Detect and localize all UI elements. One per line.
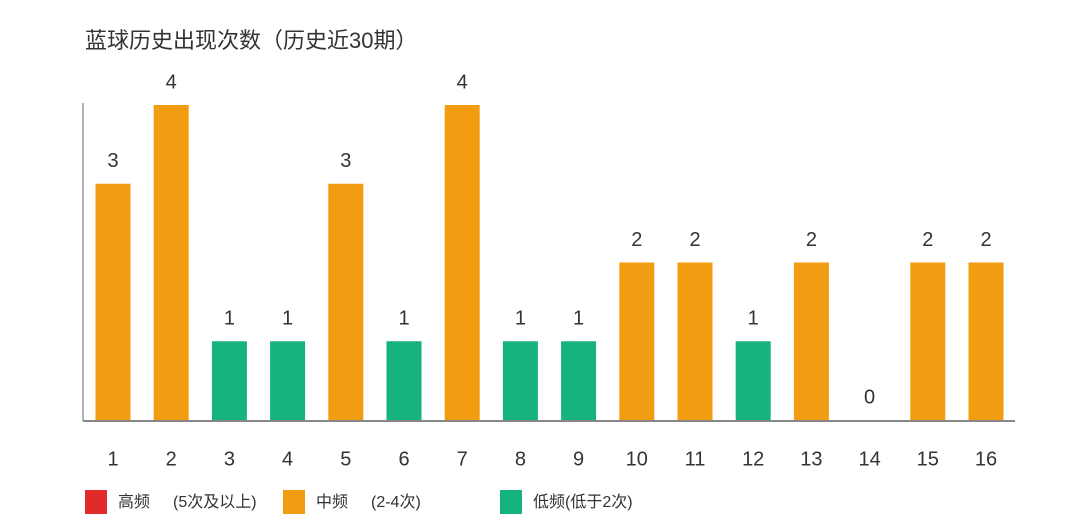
x-tick-label: 13 — [800, 448, 822, 470]
value-label: 1 — [515, 308, 526, 330]
x-tick-label: 6 — [398, 448, 409, 470]
legend-swatch — [85, 490, 107, 514]
legend-swatch — [283, 490, 305, 514]
x-tick-label: 7 — [457, 448, 468, 470]
bar — [95, 183, 131, 420]
bar — [153, 105, 189, 420]
legend-note: (低于2次) — [565, 493, 633, 511]
bar — [502, 341, 538, 420]
x-tick-label: 2 — [166, 448, 177, 470]
value-label: 2 — [922, 229, 933, 251]
value-label: 2 — [980, 229, 991, 251]
value-label: 3 — [340, 150, 351, 172]
legend-label: 中频 — [316, 493, 348, 511]
legend-note: (2-4次) — [371, 493, 421, 511]
bar — [968, 262, 1004, 420]
value-label: 2 — [689, 229, 700, 251]
x-tick-label: 8 — [515, 448, 526, 470]
value-label: 1 — [282, 308, 293, 330]
x-tick-label: 4 — [282, 448, 293, 470]
value-label: 2 — [631, 229, 642, 251]
x-tick-label: 3 — [224, 448, 235, 470]
value-label: 2 — [806, 229, 817, 251]
legend-label: 高频 — [118, 493, 150, 511]
value-label: 1 — [573, 308, 584, 330]
x-tick-label: 10 — [626, 448, 648, 470]
x-tick-label: 11 — [685, 448, 706, 470]
bar — [910, 262, 946, 420]
value-label: 0 — [864, 386, 875, 408]
bar — [386, 341, 422, 420]
chart-title: 蓝球历史出现次数（历史近30期） — [85, 28, 417, 53]
value-label: 1 — [224, 308, 235, 330]
value-label: 4 — [457, 71, 468, 93]
bar — [211, 341, 247, 420]
x-tick-label: 1 — [107, 448, 118, 470]
value-label: 3 — [107, 150, 118, 172]
legend-note: (5次及以上) — [173, 493, 257, 511]
x-tick-label: 5 — [340, 448, 351, 470]
legend-swatch — [500, 490, 522, 514]
x-tick-label: 12 — [742, 448, 764, 470]
value-label: 1 — [398, 308, 409, 330]
x-tick-label: 9 — [573, 448, 584, 470]
bar — [561, 341, 597, 420]
bar — [677, 262, 713, 420]
bar — [270, 341, 306, 420]
bar — [328, 183, 364, 420]
value-label: 4 — [166, 71, 177, 93]
bar — [735, 341, 771, 420]
bar — [619, 262, 655, 420]
x-tick-label: 14 — [858, 448, 880, 470]
x-tick-label: 15 — [917, 448, 939, 470]
legend-label: 低频 — [533, 493, 565, 511]
bar — [793, 262, 829, 420]
value-label: 1 — [748, 308, 759, 330]
x-tick-label: 16 — [975, 448, 997, 470]
bar — [444, 105, 480, 420]
